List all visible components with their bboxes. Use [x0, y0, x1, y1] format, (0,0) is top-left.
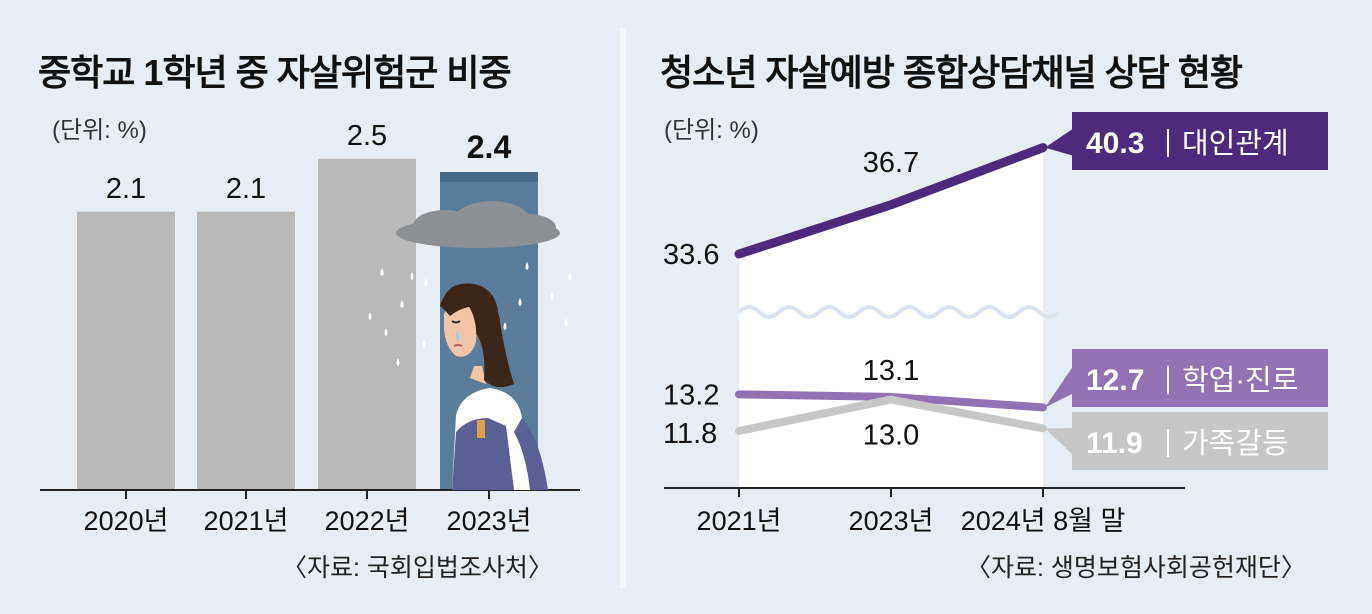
bar-value-label-3: 2.4	[467, 129, 512, 165]
end-tag-pointer-2	[1045, 428, 1074, 456]
point-label-0-1: 36.7	[863, 147, 919, 179]
student-neck	[470, 366, 486, 384]
right-source: 〈자료: 생명보험사회공헌재단〉	[966, 554, 1306, 582]
bar-2	[318, 158, 416, 490]
raindrop-3	[384, 328, 388, 336]
end-tag-value-1: 12.7	[1086, 364, 1144, 397]
raindrop-9	[564, 318, 568, 326]
raindrop-10	[518, 298, 522, 306]
bar-0	[77, 211, 175, 490]
sad-student-illustration	[368, 172, 572, 490]
raindrop-6	[525, 262, 529, 270]
student-badge	[477, 420, 485, 438]
left-chart-title: 중학교 1학년 중 자살위험군 비중	[38, 52, 512, 93]
x-tick-label-0: 2021년	[697, 506, 782, 536]
x-tick-label-1: 2023년	[849, 506, 934, 536]
bar-1	[197, 211, 295, 490]
series-1: 13.2 13.1 12.7 학업·진로	[663, 349, 1328, 412]
rain-cloud-icon	[396, 201, 560, 248]
x-tick-label-0: 2020년	[84, 506, 169, 536]
highlight-bar-cap	[440, 172, 538, 182]
raindrop-11	[503, 322, 507, 330]
raindrop-7	[568, 272, 572, 280]
bar-chart: 2.1 2020년 2.1 2021년 2.5 2022년 2.4 2023년	[40, 120, 580, 536]
raindrop-5	[424, 278, 428, 286]
end-tag-pointer-1	[1045, 365, 1074, 408]
end-tag-value-2: 11.9	[1086, 427, 1143, 460]
end-tag-name-2: 가족갈등	[1182, 427, 1289, 460]
x-tick-label-2: 2024년 8월 말	[961, 506, 1126, 536]
student-vest	[452, 418, 514, 490]
end-tag-1	[1072, 349, 1328, 407]
end-tag-0	[1072, 112, 1328, 170]
student-arm	[514, 418, 548, 490]
raindrop-0	[380, 268, 384, 276]
raindrop-1	[400, 300, 404, 308]
point-label-2-0: 11.8	[663, 418, 717, 450]
end-tag-name-0: 대인관계	[1182, 127, 1289, 160]
bar-value-label-1: 2.1	[226, 173, 266, 205]
point-label-1-0: 13.2	[663, 379, 719, 411]
x-tick-label-1: 2021년	[204, 506, 289, 536]
axis-break-wave	[737, 305, 1061, 319]
raindrop-4	[410, 272, 414, 280]
left-unit-label: (단위: %)	[52, 117, 147, 144]
point-label-0-0: 33.6	[663, 239, 719, 271]
raindrop-2	[368, 312, 372, 320]
raindrop-12	[396, 358, 400, 366]
tear-icon	[456, 331, 460, 341]
raindrop-8	[550, 292, 554, 300]
x-tick-label-2: 2022년	[325, 506, 410, 536]
student-face	[444, 301, 477, 357]
end-tag-2	[1072, 412, 1328, 470]
right-unit-label: (단위: %)	[664, 117, 759, 144]
raindrop-13	[422, 340, 426, 348]
end-tag-value-0: 40.3	[1086, 127, 1144, 160]
left-source: 〈자료: 국회입법조사처〉	[282, 554, 553, 582]
point-label-1-1: 13.1	[863, 355, 919, 387]
right-chart-title: 청소년 자살예방 종합상담채널 상담 현황	[660, 52, 1243, 93]
student-eye	[451, 320, 461, 324]
end-tag-pointer-0	[1045, 128, 1074, 156]
bar-value-label-2: 2.5	[347, 120, 387, 152]
bar-value-label-0: 2.1	[106, 173, 146, 205]
series-2: 11.8 13.0 11.9 가족갈등	[663, 395, 1328, 470]
end-tag-name-1: 학업·진로	[1182, 364, 1298, 397]
x-tick-label-3: 2023년	[447, 506, 532, 536]
point-label-2-1: 13.0	[863, 420, 919, 452]
student-mouth	[453, 344, 463, 347]
student-bangs	[441, 283, 498, 316]
series-0: 33.6 36.7 40.3 대인관계	[663, 112, 1328, 271]
panel-divider	[620, 28, 626, 588]
